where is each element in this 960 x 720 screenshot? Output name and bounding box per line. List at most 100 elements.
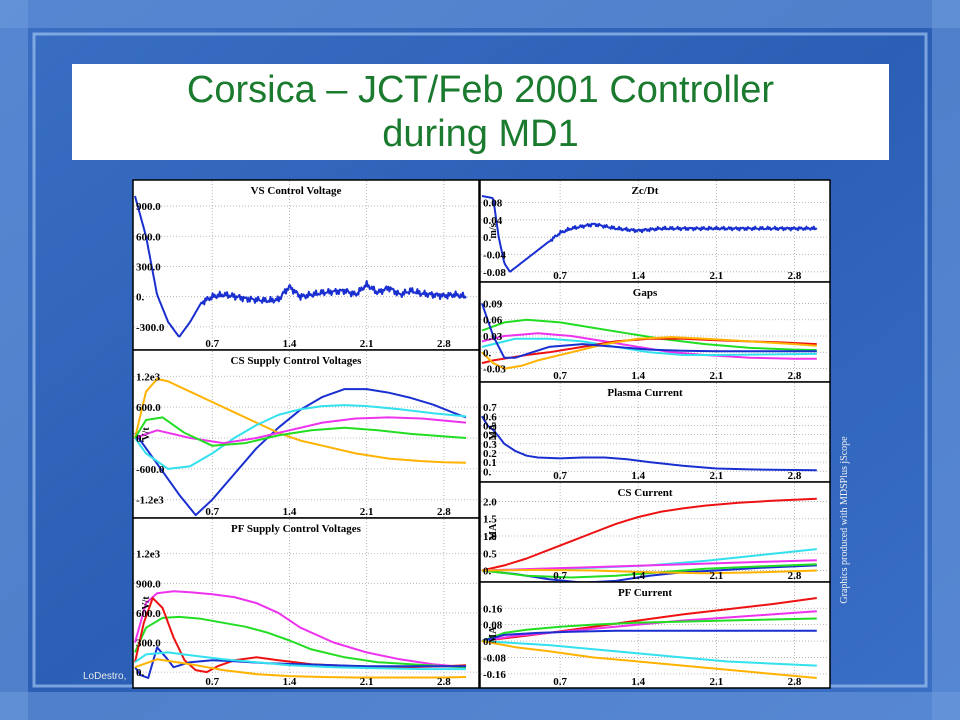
- x-tick-label: 0.7: [553, 470, 567, 482]
- y-tick-label: -0.08: [483, 267, 506, 279]
- x-tick-label: 2.1: [710, 676, 724, 688]
- y-tick-label: 0.03: [483, 331, 503, 343]
- y-tick-label: 0.16: [483, 603, 503, 615]
- y-axis-label: V/t: [141, 427, 152, 441]
- chart-title: VS Control Voltage: [251, 185, 342, 197]
- chart-title: CS Supply Control Voltages: [231, 355, 363, 367]
- chart-frame: [132, 517, 480, 689]
- chart-panel-2: CS Supply Control Voltages 1.2e3 600.0 0. -6…: [132, 349, 480, 519]
- y-tick-label: 0.09: [483, 298, 503, 310]
- y-tick-label: -0.08: [483, 652, 506, 664]
- y-tick-label: -0.03: [483, 364, 506, 376]
- y-tick-label: 900.0: [136, 201, 161, 213]
- x-tick-label: 1.4: [631, 470, 645, 482]
- series-line-5: [481, 640, 817, 667]
- y-tick-label: -0.16: [483, 669, 506, 681]
- series-line-1: [481, 497, 817, 572]
- chart-title: Gaps: [633, 287, 658, 299]
- y-tick-label: 1.2e3: [136, 371, 161, 383]
- chart-frame: [132, 179, 480, 351]
- y-tick-label: 0.: [483, 347, 492, 359]
- y-tick-label: 1.5: [483, 514, 497, 526]
- chart-frame: [479, 581, 831, 689]
- y-tick-label: 0.2: [483, 448, 497, 460]
- x-tick-label: 2.1: [710, 370, 724, 382]
- x-tick-label: 0.7: [205, 338, 219, 350]
- series-line-4: [134, 646, 466, 679]
- y-axis-label: MA: [488, 423, 499, 440]
- y-tick-label: 0.: [483, 636, 492, 648]
- y-tick-label: 0.6: [483, 411, 497, 423]
- chart-title: Zc/Dt: [632, 185, 659, 197]
- y-tick-label: 0.5: [483, 548, 497, 560]
- author-label: LoDestro,: [83, 671, 127, 682]
- series-line-5: [481, 336, 817, 370]
- x-tick-label: 2.1: [360, 506, 374, 518]
- slide-title: Corsica – JCT/Feb 2001 Controller during…: [72, 68, 889, 156]
- slide-title-line1: Corsica – JCT/Feb 2001 Controller: [186, 69, 775, 111]
- chart-title: PF Current: [618, 587, 672, 599]
- y-tick-label: 0.04: [483, 215, 503, 227]
- series-line-1: [134, 195, 467, 338]
- series-line-1: [481, 195, 818, 273]
- chart-panel-1: VS Control Voltage 900.0 600.0 300.0 0. -300.…: [132, 179, 480, 351]
- series-line-2: [481, 610, 817, 642]
- x-tick-label: 2.1: [360, 676, 374, 688]
- y-tick-label: 0.4: [483, 430, 497, 442]
- y-tick-label: 0.1: [483, 457, 497, 469]
- x-tick-label: 1.4: [283, 338, 297, 350]
- x-tick-label: 2.1: [710, 270, 724, 282]
- y-tick-label: 300.0: [136, 261, 161, 273]
- y-tick-label: 0.: [136, 433, 145, 445]
- series-line-4: [134, 416, 467, 445]
- y-tick-label: 300.0: [136, 638, 161, 650]
- x-tick-label: 2.8: [437, 506, 451, 518]
- x-tick-label: 1.4: [631, 676, 645, 688]
- y-axis-label: MA: [488, 626, 499, 643]
- x-tick-label: 0.7: [553, 676, 567, 688]
- y-tick-label: 600.0: [136, 608, 161, 620]
- y-tick-label: 2.0: [483, 496, 497, 508]
- x-tick-label: 1.4: [283, 676, 297, 688]
- x-tick-label: 2.1: [360, 338, 374, 350]
- chart-title: Plasma Current: [607, 387, 683, 399]
- x-tick-label: 2.8: [788, 270, 802, 282]
- x-tick-label: 2.8: [437, 338, 451, 350]
- y-tick-label: 1.2e3: [136, 549, 161, 561]
- y-tick-label: -600.0: [136, 464, 165, 476]
- chart-title: PF Supply Control Voltages: [231, 523, 362, 535]
- series-line-6: [134, 658, 467, 679]
- y-tick-label: 0.08: [483, 620, 503, 632]
- y-tick-label: 600.0: [136, 402, 161, 414]
- y-tick-label: 600.0: [136, 231, 161, 243]
- x-tick-label: 0.7: [553, 370, 567, 382]
- x-tick-label: 0.7: [205, 506, 219, 518]
- series-line-2: [481, 332, 817, 360]
- y-tick-label: 0.: [136, 292, 145, 304]
- series-line-3: [481, 337, 817, 356]
- chart-frame: [479, 281, 831, 383]
- y-tick-label: 0.: [483, 566, 492, 578]
- y-tick-label: 0.3: [483, 439, 497, 451]
- series-line-1: [134, 590, 467, 669]
- series-line-1: [481, 415, 817, 472]
- y-tick-label: 0.: [483, 466, 492, 478]
- y-tick-label: 0.: [483, 232, 492, 244]
- chart-panel-7: CS Current 2.0 1.5 1.0 0.5 0. 0.7 1.4 2.1 2.8 MA: [479, 481, 831, 584]
- x-tick-label: 2.8: [788, 676, 802, 688]
- series-line-6: [481, 568, 817, 575]
- series-line-1: [481, 318, 817, 352]
- x-tick-label: 1.4: [631, 370, 645, 382]
- y-tick-label: -0.04: [483, 250, 506, 262]
- title-box: Corsica – JCT/Feb 2001 Controller during…: [72, 64, 889, 160]
- y-tick-label: -1.2e3: [136, 495, 164, 507]
- y-axis-label: m/s: [488, 223, 499, 238]
- x-tick-label: 1.4: [631, 570, 645, 582]
- y-tick-label: 900.0: [136, 578, 161, 590]
- series-line-2: [134, 377, 467, 464]
- series-line-3: [134, 404, 467, 470]
- chart-panel-5: Gaps 0.09 0.06 0.03 0. -0.03 0.7 1.4 2.1 2.8: [479, 281, 831, 383]
- y-tick-label: 0.: [136, 667, 145, 679]
